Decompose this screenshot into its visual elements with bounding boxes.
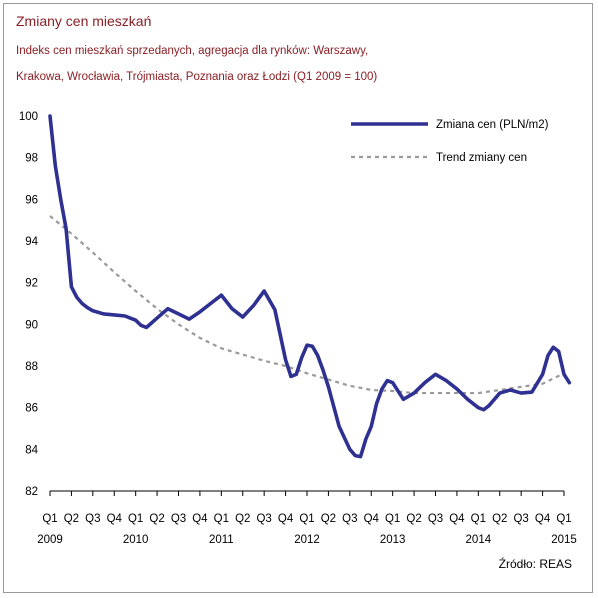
x-tick-label: Q3 <box>85 513 100 525</box>
x-year-label: 2013 <box>380 534 406 546</box>
x-tick-label: Q1 <box>214 513 229 525</box>
x-tick-label: Q2 <box>321 513 336 525</box>
y-tick-label: 96 <box>25 194 38 206</box>
chart-subtitle-line2: Krakowa, Wrocławia, Trójmiasta, Poznania… <box>16 71 378 83</box>
x-tick-label: Q4 <box>278 513 294 525</box>
x-tick-label: Q4 <box>107 513 123 525</box>
y-tick-label: 100 <box>19 111 38 123</box>
x-tick-label: Q1 <box>128 513 143 525</box>
x-tick-label: Q1 <box>385 513 400 525</box>
x-year-label: 2010 <box>123 534 149 546</box>
x-tick-label: Q2 <box>149 513 164 525</box>
x-year-label: 2015 <box>551 534 577 546</box>
x-tick-label: Q3 <box>428 513 443 525</box>
series-line-trend <box>49 215 565 395</box>
x-tick-label: Q1 <box>42 513 57 525</box>
y-tick-label: 88 <box>25 361 38 373</box>
y-tick-label: 82 <box>25 486 38 498</box>
x-year-label: 2012 <box>294 534 320 546</box>
x-tick-label: Q2 <box>64 513 79 525</box>
x-tick-label: Q4 <box>535 513 551 525</box>
chart-frame <box>3 3 593 593</box>
series-line-main <box>48 114 572 459</box>
x-tick-label: Q4 <box>364 513 380 525</box>
y-tick-label: 94 <box>25 236 38 248</box>
chart-title: Zmiany cen mieszkań <box>16 13 152 29</box>
legend-label-trend: Trend zmiany cen <box>436 152 527 164</box>
y-tick-label: 92 <box>25 278 38 290</box>
y-tick-label: 98 <box>25 153 38 165</box>
x-year-label: 2014 <box>466 534 492 546</box>
y-tick-label: 86 <box>25 403 38 415</box>
x-tick-label: Q3 <box>513 513 528 525</box>
x-tick-label: Q1 <box>471 513 486 525</box>
x-tick-label: Q3 <box>256 513 271 525</box>
y-tick-label: 84 <box>25 444 38 456</box>
x-tick-label: Q1 <box>556 513 571 525</box>
x-tick-label: Q2 <box>492 513 507 525</box>
x-tick-label: Q2 <box>235 513 250 525</box>
x-tick-label: Q4 <box>449 513 465 525</box>
x-tick-label: Q3 <box>342 513 357 525</box>
chart-subtitle-line1: Indeks cen mieszkań sprzedanych, agregac… <box>16 45 369 57</box>
x-tick-label: Q3 <box>171 513 186 525</box>
y-tick-label: 90 <box>25 319 38 331</box>
x-year-label: 2009 <box>37 534 63 546</box>
legend-label-main: Zmiana cen (PLN/m2) <box>436 119 549 131</box>
x-tick-label: Q4 <box>192 513 208 525</box>
x-tick-label: Q2 <box>406 513 421 525</box>
x-tick-label: Q1 <box>299 513 314 525</box>
x-year-label: 2011 <box>209 534 234 546</box>
source-note: Źródło: REAS <box>498 557 572 571</box>
